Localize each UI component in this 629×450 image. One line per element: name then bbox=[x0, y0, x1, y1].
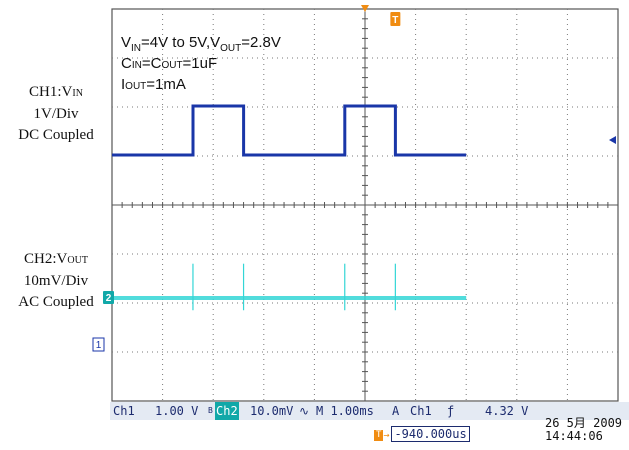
position-arrow-icon bbox=[361, 5, 369, 12]
ch2-label-sub: OUT bbox=[67, 255, 88, 266]
annotation-v: V bbox=[121, 34, 132, 51]
status-trigger-level[interactable]: 4.32 V bbox=[485, 404, 529, 418]
status-ch2[interactable]: Ch2 bbox=[215, 402, 239, 420]
annotation-iout-sub: OUT bbox=[125, 81, 147, 92]
timestamp: 26 5月 2009 14:44:06 bbox=[545, 417, 622, 443]
annotation-i: I bbox=[121, 76, 126, 93]
status-ch2-coupling-icon: ∿ bbox=[299, 404, 310, 418]
annotation-cout-sub: OUT bbox=[161, 60, 183, 71]
ch1-label: CH1:VIN 1V/Div DC Coupled bbox=[0, 82, 112, 146]
trigger-position-arrow-icon: → bbox=[383, 430, 390, 441]
ch1-label-coupling: DC Coupled bbox=[18, 127, 94, 143]
ch1-label-scale: 1V/Div bbox=[33, 106, 79, 122]
annotation-in-sub: IN bbox=[131, 43, 142, 54]
status-timebase[interactable]: M 1.00ms bbox=[316, 404, 374, 418]
ch2-marker-label: 2 bbox=[106, 293, 112, 304]
timestamp-time: 14:44:06 bbox=[545, 429, 603, 443]
status-ch1[interactable]: Ch1 bbox=[113, 404, 135, 418]
annotation-capacitors: CIN=COUT=1uF bbox=[121, 54, 217, 75]
trigger-position-t-icon: T bbox=[374, 430, 384, 441]
ch2-marker: 2 bbox=[103, 291, 114, 304]
ch1-trace bbox=[112, 104, 467, 157]
status-ch1-scale: 1.00 V bbox=[155, 404, 199, 418]
status-acq-mode: A bbox=[392, 404, 400, 418]
status-trigger-channel[interactable]: Ch1 bbox=[410, 404, 432, 418]
annotation-c-end: =1uF bbox=[182, 55, 218, 72]
marker-layer: 2 1 T bbox=[92, 5, 616, 352]
trigger-position-value: -940.000us bbox=[391, 426, 470, 442]
annotation-cin-sub: IN bbox=[131, 60, 142, 71]
ch1-marker-box bbox=[92, 337, 105, 352]
status-ch2-scale: 10.0mV bbox=[250, 404, 294, 418]
trigger-point-label: T bbox=[392, 15, 398, 26]
annotation-c-mid: =C bbox=[141, 55, 162, 72]
trigger-position-readout[interactable]: T → -940.000us bbox=[374, 426, 470, 444]
ch2-label-coupling: AC Coupled bbox=[18, 294, 94, 310]
ch2-label-prefix: CH2:V bbox=[24, 251, 68, 267]
annotation-mid: =4V to 5V,V bbox=[141, 34, 221, 51]
ch1-label-prefix: CH1:V bbox=[29, 84, 73, 100]
annotation-c: C bbox=[121, 55, 132, 72]
ch2-label-scale: 10mV/Div bbox=[23, 273, 89, 289]
annotation-current: IOUT=1mA bbox=[121, 75, 186, 96]
ch1-label-sub: IN bbox=[72, 88, 83, 99]
trigger-point-box bbox=[390, 12, 401, 26]
ch2-marker-box bbox=[103, 291, 114, 304]
annotation-vin-vout: VIN=4V to 5V,VOUT=2.8V bbox=[121, 33, 281, 58]
status-bw-limit: B bbox=[208, 406, 213, 415]
timestamp-date: 26 5月 2009 bbox=[545, 416, 623, 430]
annotation-out-sub: OUT bbox=[220, 43, 242, 54]
trace-layer bbox=[112, 104, 467, 311]
annotation-end: =2.8V bbox=[241, 34, 281, 51]
trigger-point-marker: T bbox=[390, 12, 401, 26]
status-bar: Ch1 1.00 V B Ch2 10.0mV ∿ M 1.00ms A Ch1… bbox=[110, 402, 629, 420]
annotation-i-end: =1mA bbox=[146, 76, 186, 93]
grid-layer bbox=[111, 8, 619, 402]
ch1-marker-label: 1 bbox=[96, 340, 102, 351]
ch2-label: CH2:VOUT 10mV/Div AC Coupled bbox=[0, 249, 112, 313]
ch1-marker: 1 bbox=[92, 337, 105, 352]
trigger-level-arrow-icon bbox=[609, 136, 616, 144]
status-trigger-slope-icon: ƒ bbox=[447, 404, 455, 418]
